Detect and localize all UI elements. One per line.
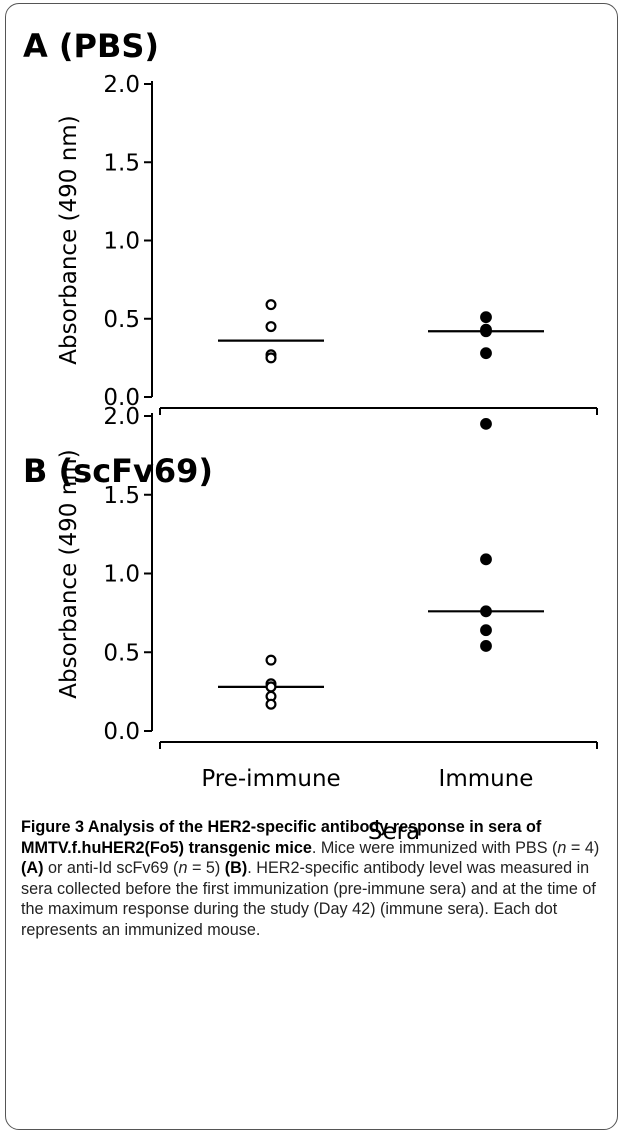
panel-b-y-axis-label: Absorbance (490 nm) [56, 449, 82, 698]
caption-text-2: = 4) [566, 838, 600, 857]
pre-immune-point [265, 681, 277, 693]
immune-point [480, 640, 492, 652]
caption-text-5: . HER2-specific antibody level was measu… [21, 859, 596, 939]
panel-a-y-tick-label: 1.5 [103, 150, 140, 176]
panel-b-y-tick-label: 0.5 [103, 640, 140, 666]
caption-text-4: = 5) [187, 859, 225, 878]
figure-caption: Figure 3 Analysis of the HER2-specific a… [21, 817, 613, 941]
x-category-label-immune: Immune [439, 766, 534, 792]
panel-a-y-tick-label: 0.5 [103, 307, 140, 333]
caption-title: Analysis of the HER2-specific antibody r… [21, 818, 542, 857]
immune-point [480, 553, 492, 566]
caption-ref-a: (A) [21, 859, 44, 878]
caption-n-1: n [557, 838, 567, 857]
immune-point [480, 347, 492, 360]
pre-immune-point [265, 321, 277, 333]
pre-immune-point [265, 299, 277, 311]
pre-immune-point [265, 654, 277, 666]
panel-b-y-tick-label: 1.5 [103, 483, 140, 509]
pre-immune-point [265, 352, 277, 364]
panel-a-y-axis-label: Absorbance (490 nm) [56, 115, 82, 364]
caption-text-3: or anti-Id scFv69 ( [43, 859, 179, 878]
caption-text-1: . Mice were immunized with PBS ( [311, 838, 558, 857]
panel-a-y-tick-label: 0.0 [103, 385, 140, 411]
x-category-label-pre-immune: Pre-immune [201, 766, 340, 792]
panel-b-title: B (scFv69) [23, 452, 213, 490]
immune-point [480, 417, 492, 430]
panel-b-y-tick-label: 2.0 [103, 404, 140, 430]
immune-point [480, 605, 492, 618]
immune-point [480, 311, 492, 324]
x-axis-title: Sera [368, 819, 420, 845]
panel-a-title: A (PBS) [23, 27, 159, 65]
panel-b-y-tick-label: 1.0 [103, 562, 140, 588]
caption-n-2: n [178, 859, 188, 878]
panel-a-y-tick-label: 2.0 [103, 72, 140, 98]
caption-label: Figure 3 [21, 818, 88, 836]
panel-b-y-tick-label: 0.0 [103, 719, 140, 745]
immune-point [480, 624, 492, 637]
panel-a-y-tick-label: 1.0 [103, 229, 140, 255]
caption-ref-b: (B) [224, 859, 248, 878]
pre-immune-point [265, 698, 277, 710]
immune-point [480, 325, 492, 338]
figure-frame [5, 3, 618, 1130]
